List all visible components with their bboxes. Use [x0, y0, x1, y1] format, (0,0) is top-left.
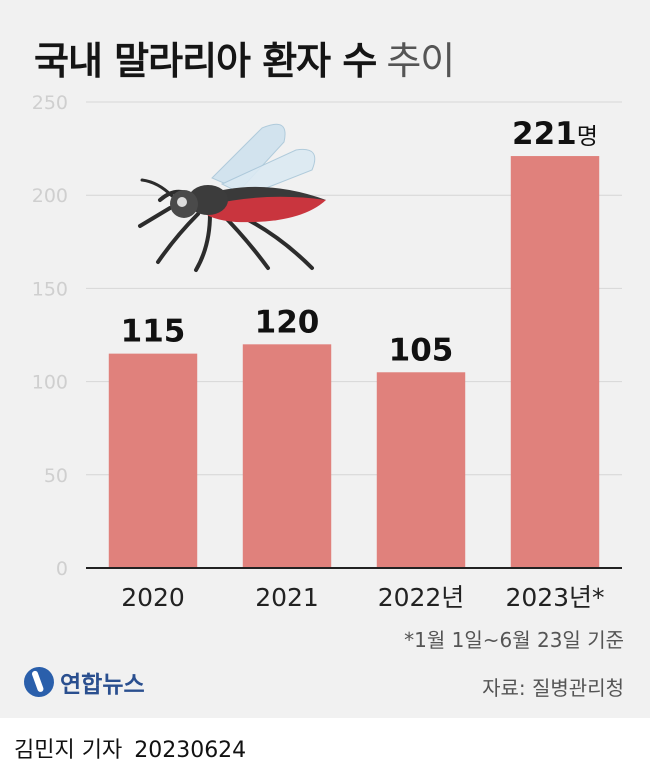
chart-panel: 국내 말라리아 환자 수 추이 0 50 100 150 200 250 115 2020 [0, 0, 650, 718]
y-tick-label: 200 [32, 185, 68, 207]
yonhap-logo: 연합뉴스 [19, 662, 145, 702]
chart-title: 국내 말라리아 환자 수 추이 [34, 30, 455, 85]
bar [242, 344, 332, 568]
data-label: 115 [121, 314, 186, 350]
title-sub: 추이 [386, 39, 455, 83]
byline-date: 20230624 [134, 738, 247, 763]
y-tick-label: 50 [44, 465, 68, 487]
data-label: 221명 [512, 116, 598, 152]
bars: 115 2020 120 2021 105 2022년 221명 2023년* [108, 116, 605, 612]
footnote: *1월 1일~6월 23일 기준 [404, 628, 624, 652]
byline: 김민지 기자 20230624 [14, 732, 246, 764]
bar-chart: 0 50 100 150 200 250 115 2020 120 2021 105 2022년 22… [32, 92, 622, 612]
bar [376, 372, 466, 568]
title-main: 국내 말라리아 환자 수 [34, 39, 377, 83]
y-tick-label: 150 [32, 278, 68, 300]
y-tick-label: 0 [56, 558, 68, 580]
y-tick-label: 250 [32, 92, 68, 114]
yonhap-logo-mark [19, 662, 59, 702]
x-tick-label: 2022년 [378, 583, 465, 612]
mosquito-icon [138, 123, 326, 272]
x-tick-label: 2021 [255, 583, 319, 612]
logo-text: 연합뉴스 [60, 672, 145, 698]
source-credit: 자료: 질병관리청 [482, 676, 624, 700]
data-label: 120 [255, 304, 320, 340]
data-label-unit: 명 [577, 124, 598, 150]
x-tick-label: 2023년* [505, 583, 604, 612]
data-label: 105 [389, 332, 454, 368]
bar [510, 156, 600, 568]
x-tick-label: 2020 [121, 583, 185, 612]
y-tick-label: 100 [32, 372, 68, 394]
byline-author: 김민지 기자 [14, 738, 123, 763]
bar [108, 353, 198, 568]
